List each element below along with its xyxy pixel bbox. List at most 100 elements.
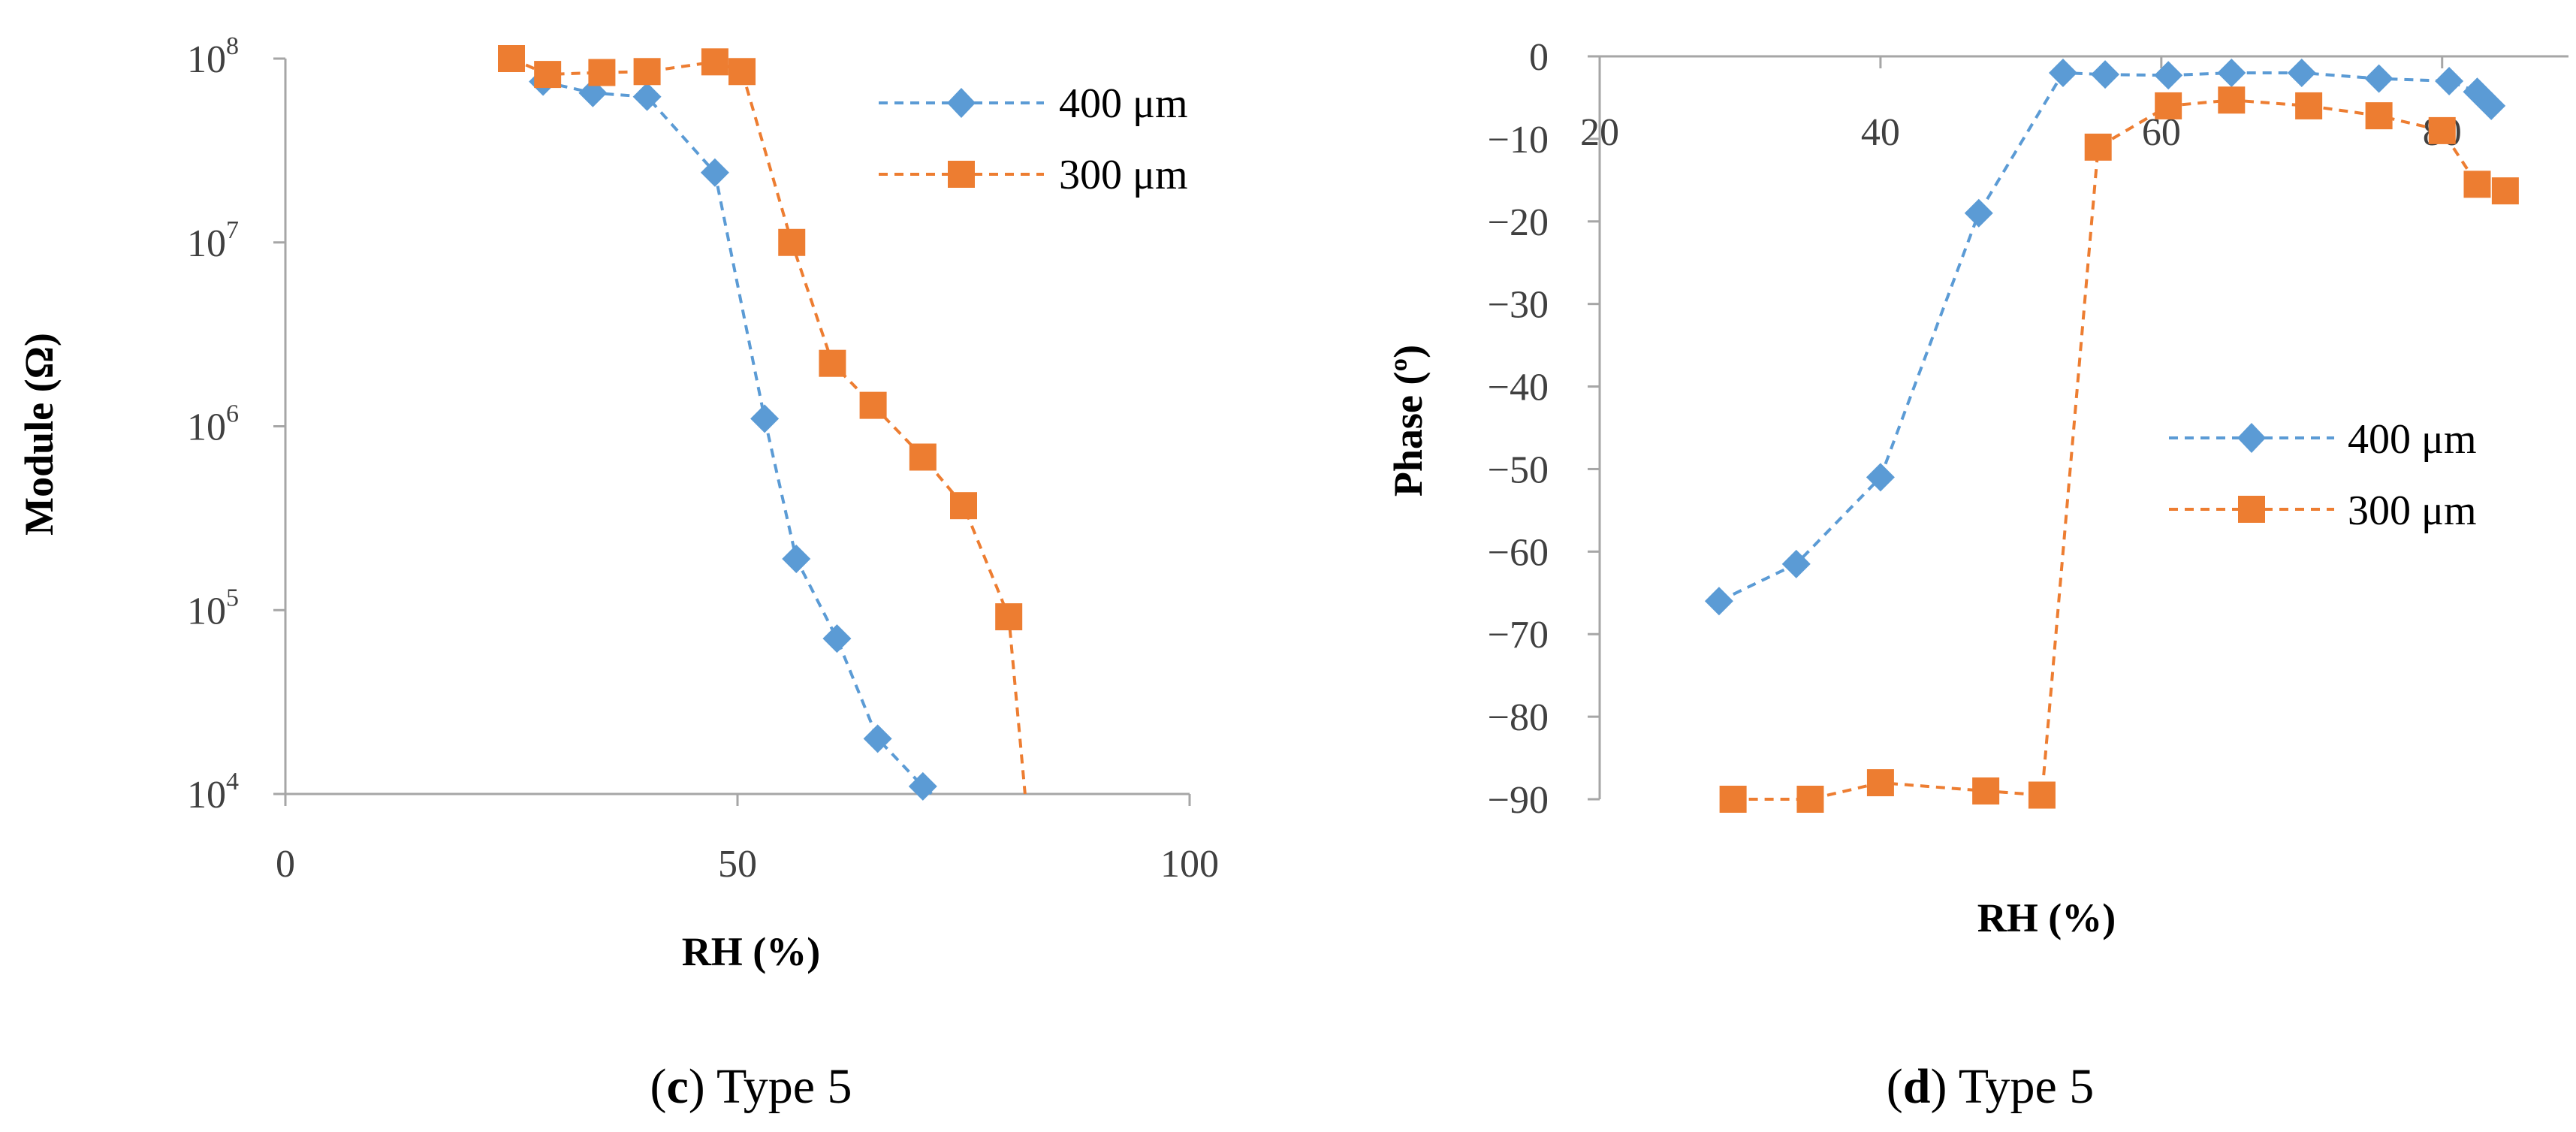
chart-d-point-400 <box>2435 66 2464 95</box>
chart-c-legend-marker-400 <box>947 88 976 118</box>
chart-d-y-tick-label: −30 <box>1488 284 1549 327</box>
chart-d-point-400 <box>2287 58 2316 87</box>
chart-d-point-300 <box>1866 769 1894 797</box>
chart-c-caption-open: ( <box>650 1059 666 1114</box>
chart-d-caption-open: ( <box>1887 1059 1903 1114</box>
chart-c-point-300 <box>995 603 1023 631</box>
chart-c-point-400 <box>908 771 937 801</box>
chart-c-point-300 <box>778 228 806 256</box>
chart-c-x-ticks: 0 50 100 <box>276 794 1219 886</box>
chart-c-x-tick-label: 0 <box>276 843 295 886</box>
chart-d-y-tick-label: −20 <box>1488 201 1549 244</box>
chart-c-y-tick-base: 10 <box>187 590 226 632</box>
chart-c-legend-marker-300 <box>948 161 975 188</box>
chart-c-caption: (c) Type 5 <box>650 1059 852 1114</box>
chart-d-point-400 <box>2154 61 2183 90</box>
chart-c-legend: 400 μm 300 μm <box>879 80 1188 198</box>
chart-d-point-400 <box>1964 198 1993 228</box>
chart-d-point-400 <box>2364 64 2394 93</box>
chart-c-caption-label: c <box>666 1059 688 1114</box>
chart-c-y-tick-exp: 6 <box>226 400 239 428</box>
chart-d-point-300 <box>1972 777 2000 805</box>
chart-d-point-300 <box>2084 133 2112 161</box>
chart-c-x-tick-label: 100 <box>1160 843 1219 886</box>
chart-d-y-tick-label: −50 <box>1488 448 1549 491</box>
chart-d-y-tick-label: −40 <box>1488 367 1549 409</box>
chart-d-caption-close: ) <box>1930 1059 1958 1114</box>
chart-d-legend-marker-400 <box>2237 423 2266 453</box>
chart-c-y-tick-exp: 4 <box>226 768 239 795</box>
chart-c-point-400 <box>632 82 662 111</box>
chart-c-series <box>498 45 1027 801</box>
chart-c-point-300 <box>819 349 846 377</box>
chart-d-legend-label-300: 300 μm <box>2348 488 2477 534</box>
chart-d-legend: 400 μm 300 μm <box>2169 416 2477 534</box>
chart-c-point-300 <box>701 48 728 76</box>
chart-d: Phase (º) RH (%) 0 −10 −20 −30 −40 −50 −60 −70 −… <box>1386 36 2568 1114</box>
chart-c-y-tick-label: 104 <box>187 768 239 817</box>
chart-c-legend-label-300: 300 μm <box>1059 152 1188 198</box>
chart-c-y-tick-base: 10 <box>187 774 226 817</box>
chart-c-point-300 <box>534 61 562 89</box>
chart-d-legend-marker-300 <box>2238 496 2265 523</box>
chart-d-point-300 <box>2155 92 2182 119</box>
chart-c-y-tick-base: 10 <box>187 38 226 81</box>
chart-d-point-300 <box>2365 102 2393 130</box>
chart-c-point-400 <box>750 404 780 433</box>
chart-d-point-300 <box>2491 177 2519 205</box>
chart-d-point-300 <box>2463 171 2491 198</box>
chart-d-point-400 <box>1781 549 1811 578</box>
chart-d-xlabel: RH (%) <box>1977 895 2116 940</box>
chart-c-series-line-400 <box>542 80 934 795</box>
chart-c-y-tick-base: 10 <box>187 222 226 265</box>
chart-d-series <box>1704 58 2519 813</box>
chart-d-point-400 <box>2048 58 2077 87</box>
chart-c-y-tick-label: 105 <box>187 584 239 632</box>
chart-d-y-tick-label: −10 <box>1488 119 1549 161</box>
chart-c-caption-text: Type 5 <box>716 1059 852 1114</box>
chart-c-point-300 <box>588 59 616 86</box>
chart-d-legend-label-400: 400 μm <box>2348 416 2477 463</box>
chart-c-legend-label-400: 400 μm <box>1059 80 1188 127</box>
chart-d-point-400 <box>2477 91 2506 120</box>
chart-c-point-300 <box>633 58 661 86</box>
chart-d-caption: (d) Type 5 <box>1887 1059 2095 1114</box>
chart-d-y-tick-label: 0 <box>1529 36 1549 79</box>
chart-c-point-400 <box>782 545 811 574</box>
chart-c-point-300 <box>950 492 977 520</box>
chart-c-caption-close: ) <box>689 1059 716 1114</box>
chart-d-y-tick-label: −60 <box>1488 531 1549 574</box>
chart-d-x-ticks: 20406080 <box>1580 56 2462 154</box>
chart-d-point-300 <box>2295 92 2323 119</box>
chart-c-ylabel: Module (Ω) <box>17 333 62 536</box>
chart-d-point-300 <box>1719 786 1747 813</box>
chart-d-caption-text: Type 5 <box>1959 1059 2095 1114</box>
chart-c-y-tick-label: 107 <box>187 216 239 265</box>
chart-d-x-tick-label: 40 <box>1861 111 1900 154</box>
chart-d-caption-label: d <box>1903 1059 1931 1114</box>
chart-d-point-300 <box>1796 786 1824 813</box>
chart-d-point-400 <box>2217 58 2246 87</box>
chart-c-y-tick-exp: 5 <box>226 584 239 611</box>
chart-d-y-tick-label: −90 <box>1488 779 1549 822</box>
chart-c-y-tick-exp: 8 <box>226 32 239 60</box>
chart-d-point-400 <box>1704 587 1733 616</box>
chart-c-point-400 <box>863 724 892 753</box>
chart-c-y-tick-base: 10 <box>187 406 226 449</box>
chart-d-point-300 <box>2218 86 2246 114</box>
chart-c-point-300 <box>859 391 887 419</box>
chart-c-xlabel: RH (%) <box>682 929 820 974</box>
chart-d-point-400 <box>2463 77 2492 107</box>
chart-d-y-ticks: 0 −10 −20 −30 −40 −50 −60 −70 −80 −90 <box>1488 36 1600 822</box>
chart-d-point-400 <box>2091 60 2120 89</box>
chart-d-point-300 <box>2428 116 2456 144</box>
chart-d-point-400 <box>1866 463 1895 492</box>
chart-d-x-tick-label: 20 <box>1580 111 1619 154</box>
chart-c-y-tick-label: 106 <box>187 400 239 449</box>
chart-d-y-tick-label: −70 <box>1488 614 1549 657</box>
chart-d-y-tick-label: −80 <box>1488 696 1549 739</box>
chart-c-point-300 <box>909 443 937 471</box>
